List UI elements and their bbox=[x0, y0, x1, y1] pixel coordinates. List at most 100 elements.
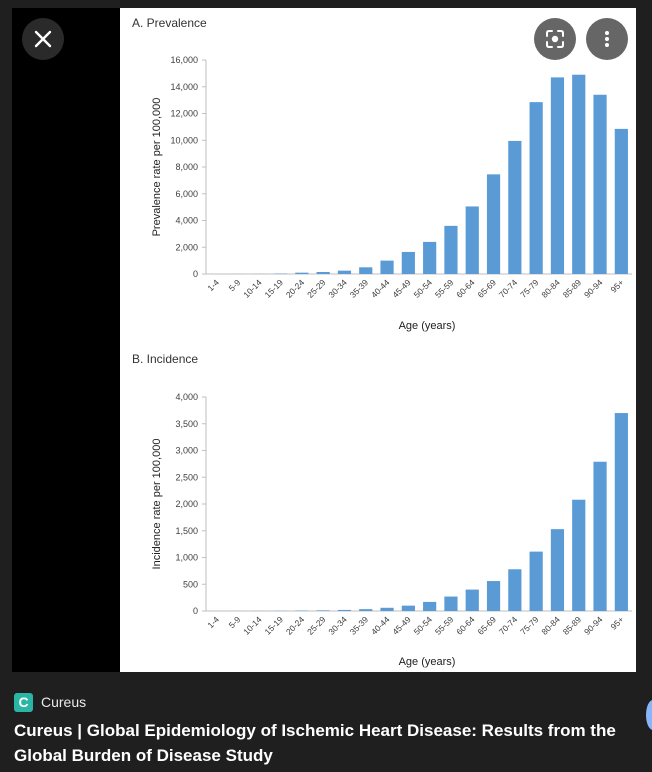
more-options-button[interactable] bbox=[586, 18, 628, 60]
prevalence-bar bbox=[550, 77, 565, 274]
incidence-bar bbox=[486, 581, 501, 611]
prevalence-x-tick-label: 85-89 bbox=[561, 277, 584, 300]
incidence-x-tick-label: 85-89 bbox=[561, 614, 584, 637]
side-scroll-indicator bbox=[646, 700, 652, 730]
incidence-x-tick-label: 40-44 bbox=[369, 614, 392, 637]
image-frame: A. Prevalence 0 2,000 4,000 6,000 8,000 10,000… bbox=[12, 8, 636, 672]
prevalence-x-tick-label: 20-24 bbox=[284, 277, 307, 300]
prevalence-bar bbox=[380, 260, 394, 274]
prevalence-x-tick-label: 5-9 bbox=[227, 277, 243, 293]
incidence-y-tick-label: 2,500 bbox=[175, 472, 198, 482]
incidence-x-tick-label: 75-79 bbox=[518, 614, 541, 637]
prevalence-bar bbox=[295, 272, 309, 274]
incidence-bar bbox=[359, 609, 373, 611]
prevalence-x-tick-label: 40-44 bbox=[369, 277, 392, 300]
prevalence-bar bbox=[444, 225, 458, 274]
incidence-x-tick-label: 20-24 bbox=[284, 614, 307, 637]
close-button[interactable] bbox=[22, 18, 64, 60]
incidence-bar bbox=[423, 601, 437, 611]
prevalence-x-tick-label: 95+ bbox=[608, 277, 625, 294]
incidence-bar bbox=[593, 461, 607, 611]
prevalence-y-tick-label: 14,000 bbox=[170, 82, 198, 92]
incidence-x-tick-label: 10-14 bbox=[241, 614, 264, 637]
prevalence-y-label: Prevalence rate per 100,000 bbox=[151, 98, 163, 237]
chart-figure[interactable]: A. Prevalence 0 2,000 4,000 6,000 8,000 10,000… bbox=[120, 8, 636, 672]
incidence-bar bbox=[380, 607, 394, 611]
prevalence-y-tick-label: 6,000 bbox=[175, 189, 198, 199]
prevalence-bar bbox=[359, 267, 373, 274]
prevalence-y-tick-label: 8,000 bbox=[175, 162, 198, 172]
incidence-x-tick-label: 30-34 bbox=[326, 614, 349, 637]
lens-icon bbox=[546, 30, 564, 48]
more-vert-icon bbox=[605, 31, 609, 47]
prevalence-x-tick-label: 90-94 bbox=[582, 277, 605, 300]
prevalence-bar bbox=[337, 270, 352, 274]
incidence-bar bbox=[444, 596, 458, 611]
prevalence-y-tick-label: 16,000 bbox=[170, 55, 198, 65]
prevalence-x-tick-label: 10-14 bbox=[241, 277, 264, 300]
prevalence-y-tick-label: 10,000 bbox=[170, 135, 198, 145]
incidence-x-tick-label: 1-4 bbox=[205, 614, 221, 630]
prevalence-bar bbox=[423, 241, 437, 274]
incidence-x-tick-label: 70-74 bbox=[497, 614, 520, 637]
lens-button[interactable] bbox=[534, 18, 576, 60]
incidence-bar bbox=[465, 589, 479, 611]
prevalence-x-tick-label: 15-19 bbox=[263, 277, 286, 300]
prevalence-x-tick-label: 65-69 bbox=[476, 277, 499, 300]
incidence-x-tick-label: 35-39 bbox=[348, 614, 371, 637]
source-row[interactable]: C Cureus bbox=[14, 691, 86, 713]
incidence-y-tick-label: 3,000 bbox=[175, 446, 198, 456]
source-logo-icon: C bbox=[14, 692, 33, 712]
incidence-x-tick-label: 90-94 bbox=[582, 614, 605, 637]
prevalence-x-tick-label: 80-84 bbox=[539, 277, 562, 300]
incidence-y-tick-label: 1,500 bbox=[175, 526, 198, 536]
incidence-x-tick-label: 60-64 bbox=[454, 614, 477, 637]
prevalence-bar bbox=[316, 271, 330, 274]
prevalence-x-tick-label: 25-29 bbox=[305, 277, 328, 300]
prevalence-x-tick-label: 75-79 bbox=[518, 277, 541, 300]
incidence-x-tick-label: 25-29 bbox=[305, 614, 328, 637]
incidence-y-tick-label: 500 bbox=[183, 579, 198, 589]
incidence-y-label: Incidence rate per 100,000 bbox=[151, 439, 163, 570]
prevalence-x-tick-label: 70-74 bbox=[497, 277, 520, 300]
prevalence-bar bbox=[486, 174, 501, 274]
source-name[interactable]: Cureus bbox=[41, 694, 87, 710]
prevalence-x-tick-label: 45-49 bbox=[390, 277, 413, 300]
incidence-bar bbox=[614, 413, 628, 611]
prevalence-bar bbox=[508, 140, 522, 274]
chart-svg: A. Prevalence 0 2,000 4,000 6,000 8,000 10,000… bbox=[132, 16, 632, 668]
prevalence-bar bbox=[614, 128, 628, 274]
incidence-x-tick-label: 55-59 bbox=[433, 614, 456, 637]
prevalence-bar bbox=[401, 251, 415, 274]
prevalence-y-tick-label: 4,000 bbox=[175, 216, 198, 226]
prevalence-bar bbox=[572, 74, 586, 275]
prevalence-y-tick-label: 12,000 bbox=[170, 109, 198, 119]
incidence-x-label: Age (years) bbox=[399, 656, 456, 668]
incidence-bar bbox=[550, 529, 565, 611]
incidence-x-tick-label: 15-19 bbox=[263, 614, 286, 637]
incidence-bar bbox=[508, 569, 522, 611]
incidence-y-tick-label: 4,000 bbox=[175, 392, 198, 402]
prevalence-x-tick-label: 1-4 bbox=[205, 277, 221, 293]
result-title[interactable]: Cureus | Global Epidemiology of Ischemic… bbox=[14, 721, 616, 765]
incidence-bar bbox=[337, 609, 352, 611]
prevalence-title: A. Prevalence bbox=[132, 16, 207, 30]
incidence-y-tick-label: 1,000 bbox=[175, 553, 198, 563]
incidence-bar bbox=[529, 551, 543, 611]
incidence-x-tick-label: 45-49 bbox=[390, 614, 413, 637]
prevalence-y-tick-label: 2,000 bbox=[175, 242, 198, 252]
prevalence-x-label: Age (years) bbox=[399, 320, 456, 332]
prevalence-x-tick-label: 60-64 bbox=[454, 277, 477, 300]
incidence-bar bbox=[316, 610, 330, 611]
close-icon bbox=[34, 30, 52, 48]
incidence-y-tick-label: 0 bbox=[193, 606, 198, 616]
incidence-bar bbox=[572, 499, 586, 611]
incidence-x-tick-label: 95+ bbox=[608, 614, 625, 631]
incidence-bar bbox=[401, 605, 415, 611]
prevalence-x-tick-label: 35-39 bbox=[348, 277, 371, 300]
prevalence-bar bbox=[465, 206, 479, 274]
prevalence-x-tick-label: 55-59 bbox=[433, 277, 456, 300]
prevalence-x-tick-label: 50-54 bbox=[412, 277, 435, 300]
prevalence-x-tick-label: 30-34 bbox=[326, 277, 349, 300]
